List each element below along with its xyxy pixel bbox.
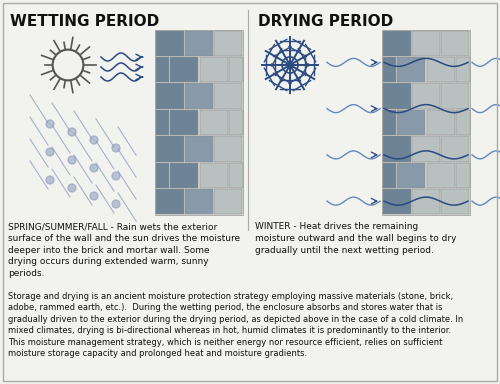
Bar — [398, 110, 425, 135]
Bar — [398, 57, 425, 82]
Bar — [382, 30, 470, 215]
Bar — [442, 189, 469, 214]
Bar — [412, 136, 440, 162]
Bar — [456, 110, 470, 135]
Bar — [155, 30, 243, 215]
Bar — [382, 57, 396, 82]
Text: SPRING/SUMMER/FALL - Rain wets the exterior
surface of the wall and the sun driv: SPRING/SUMMER/FALL - Rain wets the exter… — [8, 222, 240, 278]
Circle shape — [112, 172, 120, 180]
Circle shape — [90, 192, 98, 200]
Bar — [214, 83, 242, 109]
Bar — [170, 110, 198, 135]
Bar — [185, 136, 213, 162]
Bar — [382, 31, 410, 56]
Bar — [170, 57, 198, 82]
Circle shape — [46, 176, 54, 184]
Bar — [382, 136, 410, 162]
Bar — [382, 83, 410, 109]
Circle shape — [112, 144, 120, 152]
Bar — [156, 136, 184, 162]
Bar — [412, 31, 440, 56]
Bar — [456, 57, 470, 82]
Circle shape — [68, 128, 76, 136]
Bar — [156, 31, 184, 56]
Circle shape — [46, 120, 54, 128]
Bar — [442, 136, 469, 162]
Text: Storage and drying is an ancient moisture protection strategy employing massive : Storage and drying is an ancient moistur… — [8, 292, 463, 358]
Bar — [426, 57, 454, 82]
Bar — [185, 189, 213, 214]
Text: DRYING PERIOD: DRYING PERIOD — [258, 14, 393, 29]
Bar — [185, 83, 213, 109]
Bar — [426, 110, 454, 135]
Circle shape — [90, 136, 98, 144]
Bar — [200, 163, 228, 188]
Bar — [229, 163, 243, 188]
Bar — [156, 57, 169, 82]
Bar — [382, 189, 410, 214]
Bar — [156, 110, 169, 135]
Circle shape — [112, 200, 120, 208]
Bar — [200, 57, 228, 82]
Bar — [156, 163, 169, 188]
Bar — [382, 163, 396, 188]
Bar — [382, 110, 396, 135]
Bar — [442, 31, 469, 56]
Bar — [229, 110, 243, 135]
Circle shape — [90, 164, 98, 172]
Text: WETTING PERIOD: WETTING PERIOD — [10, 14, 159, 29]
Bar — [398, 163, 425, 188]
Circle shape — [68, 184, 76, 192]
Bar — [214, 189, 242, 214]
Bar — [456, 163, 470, 188]
Bar — [214, 136, 242, 162]
Bar — [156, 189, 184, 214]
Bar — [229, 57, 243, 82]
Bar — [426, 163, 454, 188]
Bar — [185, 31, 213, 56]
Bar — [200, 110, 228, 135]
Bar — [412, 189, 440, 214]
Text: WINTER - Heat drives the remaining
moisture outward and the wall begins to dry
g: WINTER - Heat drives the remaining moist… — [255, 222, 456, 255]
Bar — [442, 83, 469, 109]
Circle shape — [68, 156, 76, 164]
Bar — [412, 83, 440, 109]
Bar — [156, 83, 184, 109]
Bar — [214, 31, 242, 56]
Bar — [170, 163, 198, 188]
Circle shape — [46, 148, 54, 156]
